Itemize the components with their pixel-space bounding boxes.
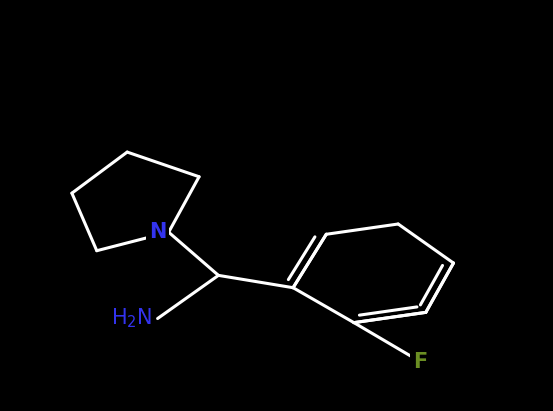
Text: N: N: [149, 222, 166, 242]
Text: $\mathsf{H_2N}$: $\mathsf{H_2N}$: [111, 307, 152, 330]
Text: F: F: [413, 352, 427, 372]
